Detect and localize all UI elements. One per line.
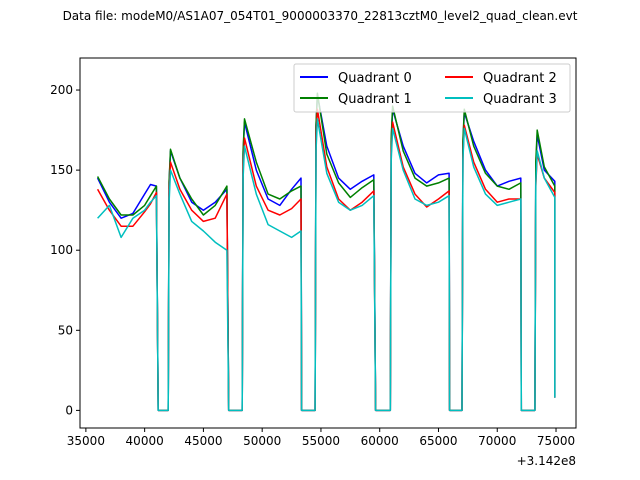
x-tick-label: 60000 [361,434,399,448]
y-tick-label: 100 [50,243,73,257]
x-tick-label: 55000 [302,434,340,448]
y-tick-label: 0 [65,403,73,417]
series-line-quadrant-1 [96,92,556,412]
legend-box [293,63,571,113]
x-tick-label: 70000 [478,434,516,448]
legend: Quadrant 0 Quadrant 1 Quadrant 2 Quadrant 3 [293,63,571,113]
legend-label-quadrant-3: Quadrant 3 [483,92,557,107]
y-tick-label: 200 [50,83,73,97]
x-tick-label: 65000 [419,434,457,448]
plot-frame [79,57,577,429]
legend-label-quadrant-0: Quadrant 0 [338,71,412,86]
x-axis-ticks: 35000 40000 45000 50000 55000 60000 65000 70000… [67,428,575,448]
y-tick-label: 50 [58,323,73,337]
y-tick-label: 150 [50,163,73,177]
x-tick-label: 40000 [126,434,164,448]
legend-label-quadrant-2: Quadrant 2 [483,71,557,86]
x-tick-label: 45000 [184,434,222,448]
x-tick-label: 35000 [67,434,105,448]
x-axis-offset-label: +3.142e8 [517,454,576,468]
series-layer [96,92,556,412]
series-line-quadrant-3 [97,118,556,412]
x-tick-label: 75000 [537,434,575,448]
y-axis-ticks: 0 50 100 150 200 [50,83,80,417]
x-tick-label: 50000 [243,434,281,448]
series-line-quadrant-0 [96,94,556,412]
legend-label-quadrant-1: Quadrant 1 [338,92,412,107]
chart-title: Data file: modeM0/AS1A07_054T01_90000033… [63,9,578,23]
